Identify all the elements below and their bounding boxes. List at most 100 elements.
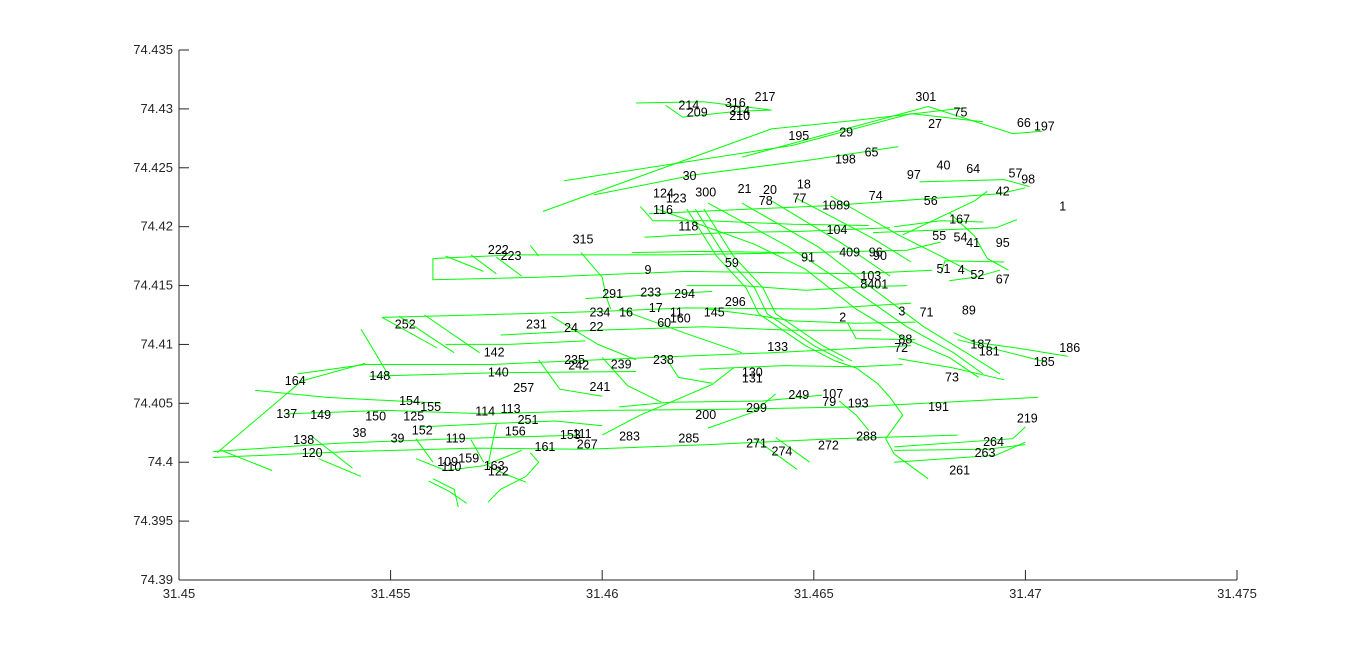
node-label: 91 bbox=[801, 250, 815, 264]
network-edge bbox=[639, 206, 869, 226]
network-edge bbox=[415, 449, 522, 472]
node-label: 257 bbox=[513, 381, 534, 395]
node-label: 107 bbox=[822, 387, 843, 401]
node-label: 231 bbox=[526, 317, 547, 331]
network-edge bbox=[898, 358, 1005, 381]
node-label: 160 bbox=[670, 312, 691, 326]
node-label: 197 bbox=[1034, 120, 1055, 134]
node-label: 148 bbox=[369, 369, 390, 383]
network-edge bbox=[754, 438, 798, 470]
node-label: 29 bbox=[839, 125, 853, 139]
x-tick-label: 31.475 bbox=[1217, 586, 1257, 601]
network-edge bbox=[902, 190, 988, 236]
node-label: 315 bbox=[573, 233, 594, 247]
network-edge bbox=[665, 357, 713, 384]
node-label: 138 bbox=[293, 433, 314, 447]
x-tick-label: 31.465 bbox=[794, 586, 834, 601]
x-tick-label: 31.455 bbox=[371, 586, 411, 601]
network-edge bbox=[796, 197, 912, 263]
node-label: 74 bbox=[869, 189, 883, 203]
network-edge bbox=[775, 437, 810, 463]
node-label: 3 bbox=[898, 305, 905, 319]
node-label: 131 bbox=[742, 372, 763, 386]
network-edge bbox=[542, 107, 967, 212]
node-label: 130 bbox=[742, 366, 763, 380]
network-edge bbox=[830, 195, 975, 275]
node-label: 296 bbox=[725, 295, 746, 309]
network-edge bbox=[382, 302, 912, 318]
node-label: 242 bbox=[568, 359, 589, 373]
node-label: 167 bbox=[949, 213, 970, 227]
node-label: 56 bbox=[924, 194, 938, 208]
network-edge bbox=[703, 208, 853, 362]
node-label: 39 bbox=[391, 432, 405, 446]
node-label: 239 bbox=[611, 358, 632, 372]
network-edge bbox=[699, 364, 903, 370]
node-label: 234 bbox=[590, 306, 611, 320]
node-label: 217 bbox=[755, 90, 776, 104]
network-edge bbox=[771, 200, 891, 277]
node-label: 271 bbox=[746, 436, 767, 450]
node-label: 64 bbox=[966, 162, 980, 176]
node-label: 54 bbox=[954, 230, 968, 244]
node-label: 198 bbox=[835, 153, 856, 167]
node-label: 142 bbox=[484, 346, 505, 360]
network-edge bbox=[212, 434, 958, 458]
node-label: 185 bbox=[1034, 355, 1055, 369]
node-label: 88 bbox=[898, 333, 912, 347]
node-label: 124 bbox=[653, 187, 674, 201]
node-label: 67 bbox=[996, 273, 1010, 287]
node-label: 264 bbox=[983, 435, 1004, 449]
network-edge bbox=[838, 400, 870, 431]
node-label: 1089 bbox=[822, 199, 850, 213]
network-edge bbox=[432, 258, 933, 281]
node-label: 181 bbox=[979, 345, 1000, 359]
node-label: 186 bbox=[1059, 341, 1080, 355]
node-label: 140 bbox=[488, 366, 509, 380]
node-label: 145 bbox=[704, 306, 725, 320]
node-label: 9 bbox=[645, 263, 652, 277]
node-label: 223 bbox=[501, 249, 522, 263]
node-label: 38 bbox=[353, 426, 367, 440]
node-label: 191 bbox=[928, 400, 949, 414]
network-edge bbox=[551, 315, 637, 361]
y-tick-label: 74.41 bbox=[140, 336, 173, 351]
node-label: 22 bbox=[590, 320, 604, 334]
node-label: 314 bbox=[729, 104, 750, 118]
node-label: 163 bbox=[484, 459, 505, 473]
node-label: 251 bbox=[518, 413, 539, 427]
network-edge bbox=[432, 241, 941, 259]
node-label: 149 bbox=[310, 408, 331, 422]
node-label: 73 bbox=[945, 370, 959, 384]
y-tick-label: 74.395 bbox=[133, 513, 173, 528]
network-edge bbox=[212, 434, 582, 453]
node-label: 294 bbox=[674, 287, 695, 301]
network-edge bbox=[919, 179, 1030, 188]
node-label: 125 bbox=[403, 409, 424, 423]
node-label: 288 bbox=[856, 429, 877, 443]
node-label: 285 bbox=[678, 432, 699, 446]
node-label: 72 bbox=[894, 341, 908, 355]
node-label: 159 bbox=[458, 452, 479, 466]
node-label: 152 bbox=[412, 423, 433, 437]
network-edge bbox=[318, 458, 362, 477]
y-tick-label: 74.4 bbox=[148, 454, 173, 469]
node-label: 75 bbox=[954, 105, 968, 119]
node-label: 137 bbox=[276, 407, 297, 421]
node-label: 252 bbox=[395, 317, 416, 331]
node-label: 267 bbox=[577, 438, 598, 452]
network-edge bbox=[686, 285, 907, 291]
node-label: 96 bbox=[869, 246, 883, 260]
network-edge bbox=[470, 254, 497, 275]
network-edge bbox=[686, 208, 929, 480]
node-label: 114 bbox=[475, 405, 495, 419]
node-label: 209 bbox=[687, 105, 708, 119]
node-label: 249 bbox=[788, 388, 809, 402]
node-label: 118 bbox=[678, 220, 698, 234]
y-tick-label: 74.435 bbox=[133, 42, 173, 57]
node-label: 60 bbox=[657, 316, 671, 330]
node-label: 299 bbox=[746, 401, 767, 415]
